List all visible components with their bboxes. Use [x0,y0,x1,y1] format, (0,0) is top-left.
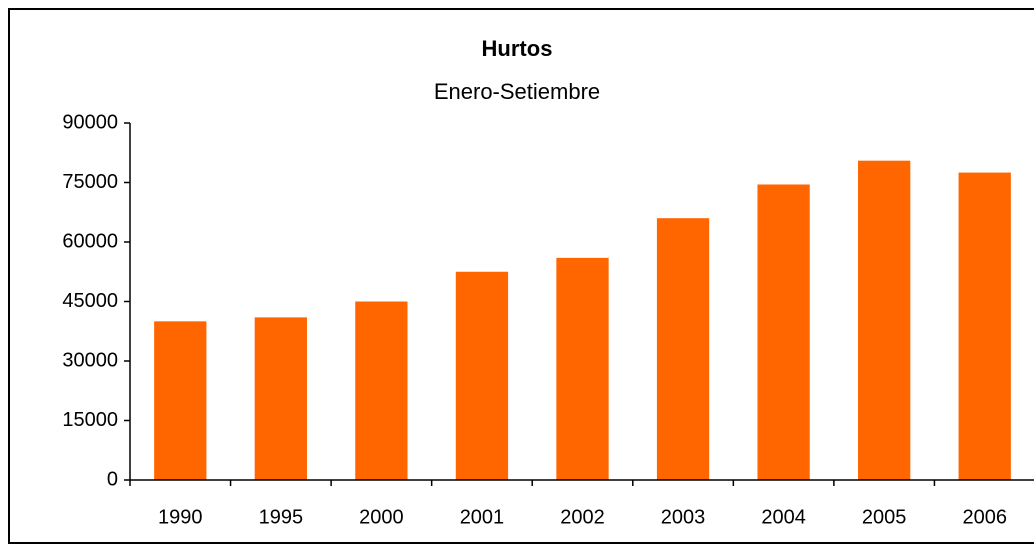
x-tick-label: 2000 [359,506,404,528]
bar [757,184,810,480]
bar [254,317,307,480]
y-tick-label: 60000 [62,230,118,252]
bar [355,301,408,480]
bar [556,257,609,480]
y-tick-label: 30000 [62,349,118,371]
x-tick-label: 1995 [259,506,304,528]
y-tick-label: 45000 [62,290,118,312]
x-tick-label: 2002 [560,506,605,528]
y-tick-label: 15000 [62,409,118,431]
x-tick-label: 2001 [460,506,505,528]
x-tick-label: 2003 [661,506,706,528]
y-tick-label: 75000 [62,171,118,193]
bar [656,218,710,480]
x-tick-label: 2004 [761,506,806,528]
y-tick-label: 0 [107,468,118,490]
chart-title: Hurtos [482,36,553,61]
bar [958,172,1011,481]
x-tick-label: 2006 [962,506,1007,528]
x-tick-label: 2005 [862,506,907,528]
x-tick-label: 1990 [158,506,203,528]
y-tick-label: 90000 [62,111,118,133]
bar [154,321,207,480]
bar [455,271,509,480]
chart-subtitle: Enero-Setiembre [434,79,600,104]
bar [858,160,911,480]
